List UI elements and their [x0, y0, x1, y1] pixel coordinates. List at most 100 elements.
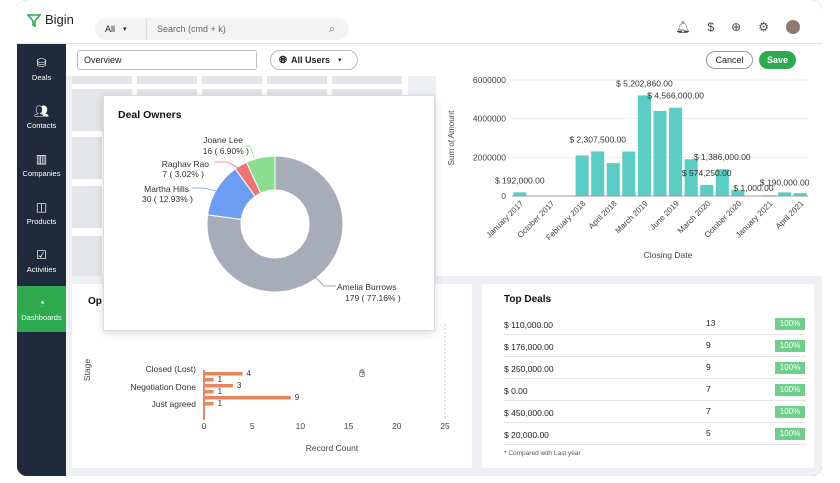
- search-bar[interactable]: All ▾ Search (cmd + k) ⌕: [95, 18, 349, 40]
- bar-value-label: 4: [247, 369, 252, 378]
- donut-label: 30 ( 12.93% ): [142, 194, 193, 204]
- amount-bar[interactable]: [653, 110, 667, 196]
- stage-bar[interactable]: [204, 402, 214, 406]
- table-row[interactable]: $ 20,000.00 5 100%: [504, 424, 806, 445]
- donut-label: Joane Lee: [203, 135, 243, 145]
- donut-slice[interactable]: [206, 155, 344, 293]
- category-label: Just agreed: [152, 399, 197, 409]
- table-row[interactable]: $ 450,000.00 7 100%: [504, 402, 806, 423]
- x-tick-label: 20: [392, 421, 402, 431]
- amount-chart: Sum of Amount 6000000 4000000 2000000 0 $ 192…: [447, 75, 810, 260]
- deal-pct-badge: 100%: [775, 428, 805, 440]
- plus-circle-icon[interactable]: ⊕: [731, 20, 742, 34]
- app-name: Bigin: [45, 12, 74, 27]
- y-tick-label: 4000000: [473, 114, 506, 124]
- x-tick-label: 10: [296, 421, 306, 431]
- deal-count: 5: [706, 428, 711, 438]
- amount-bar[interactable]: [591, 151, 605, 196]
- sidebar-item-dashboards[interactable]: ◔ Dashboards: [17, 286, 66, 332]
- donut-slice[interactable]: [245, 155, 276, 194]
- leader-line: [244, 145, 255, 159]
- deal-amount: $ 176,000.00: [504, 342, 554, 352]
- table-row[interactable]: $ 0.00 7 100%: [504, 380, 806, 401]
- amount-bar[interactable]: [622, 151, 636, 196]
- y-axis-label: Sum of Amount: [447, 110, 456, 165]
- amount-bar[interactable]: [684, 159, 698, 196]
- x-axis-label: Closing Date: [644, 250, 693, 260]
- sidebar-item-products[interactable]: ◫ Products: [17, 190, 66, 236]
- sidebar-item-contacts[interactable]: 👥︎ Contacts: [17, 94, 66, 140]
- sidebar-item-label: Deals: [31, 73, 52, 82]
- bar-value-label: $ 2,307,500.00: [569, 134, 626, 144]
- amount-bar[interactable]: [700, 184, 714, 196]
- avatar[interactable]: [786, 20, 800, 34]
- bar-value-label: $ 4,566,000.00: [647, 91, 704, 101]
- x-tick-label: April 2018: [587, 199, 619, 231]
- stage-bar[interactable]: [204, 396, 291, 400]
- deal-pct-badge: 100%: [775, 362, 805, 374]
- category-label: Negotiation Done: [130, 382, 196, 392]
- grid-cell: [137, 76, 197, 84]
- bar-value-label: 1: [218, 399, 223, 408]
- search-input[interactable]: Search (cmd + k): [157, 24, 226, 34]
- bar-value-label: 9: [295, 393, 300, 402]
- amount-bar[interactable]: [575, 155, 589, 196]
- amount-bar[interactable]: [637, 95, 651, 196]
- deal-amount: $ 0.00: [504, 386, 528, 396]
- stage-bar[interactable]: [204, 390, 214, 394]
- deal-count: 9: [706, 340, 711, 350]
- sidebar-item-companies[interactable]: ▥ Companies: [17, 142, 66, 188]
- top-bar: Bigin All ▾ Search (cmd + k) ⌕ 🔔︎ $ ⊕ ⚙: [17, 0, 822, 44]
- gear-icon[interactable]: ⚙: [758, 20, 769, 34]
- app-logo[interactable]: Bigin: [27, 12, 74, 27]
- grid-cell: [72, 236, 102, 276]
- stage-bar[interactable]: [204, 384, 233, 388]
- leader-line: [214, 161, 239, 169]
- amount-bar[interactable]: [731, 190, 745, 196]
- amount-bar[interactable]: [606, 163, 620, 196]
- amount-bar[interactable]: [793, 193, 807, 196]
- amount-bar[interactable]: [669, 107, 683, 196]
- x-axis-label: Record Count: [306, 443, 359, 453]
- deal-owners-popup: Deal Owners Joane Lee 16 ( 6.90% ) Raghav …: [103, 95, 435, 331]
- dashboards-icon: ◔: [37, 296, 46, 310]
- table-row[interactable]: $ 250,000.00 9 100%: [504, 358, 806, 379]
- amount-bar[interactable]: [778, 192, 792, 196]
- stage-bar[interactable]: [204, 372, 243, 376]
- bigin-logo-icon: [27, 13, 41, 27]
- stage-chart-plot: Stage Closed (Lost) Negotiation Done Just a…: [82, 324, 450, 453]
- x-tick-label: April 2021: [774, 199, 806, 231]
- donut-label: 179 ( 77.16% ): [345, 293, 401, 303]
- stage-bar[interactable]: [204, 378, 214, 382]
- sidebar-item-label: Products: [26, 217, 57, 226]
- contacts-icon: 👥︎: [33, 104, 50, 118]
- category-label: Closed (Lost): [145, 364, 196, 374]
- deals-icon: ⛁: [36, 56, 47, 70]
- amount-bar[interactable]: [715, 169, 729, 196]
- users-filter-dropdown[interactable]: 🌐︎ All Users ▾: [270, 50, 358, 70]
- sidebar-item-activities[interactable]: ☑ Activities: [17, 238, 66, 284]
- dashboard-name-input[interactable]: Overview: [77, 50, 257, 70]
- amount-bar[interactable]: [513, 192, 527, 196]
- donut-label: Amelia Burrows: [337, 282, 397, 292]
- cancel-button[interactable]: Cancel: [706, 51, 753, 69]
- search-scope-dropdown[interactable]: All ▾: [95, 18, 147, 40]
- dollar-refresh-icon[interactable]: $: [707, 20, 715, 34]
- bar-value-label: $ 574,250.00: [682, 168, 732, 178]
- bar-value-label: 1: [218, 387, 223, 396]
- bar-value-label: $ 1,386,000.00: [694, 152, 751, 162]
- table-row[interactable]: $ 110,000.00 13 100%: [504, 314, 806, 335]
- activities-icon: ☑: [36, 248, 47, 262]
- sidebar-item-deals[interactable]: ⛁ Deals: [17, 46, 66, 92]
- bell-icon[interactable]: 🔔︎: [675, 20, 691, 34]
- table-row[interactable]: $ 176,000.00 9 100%: [504, 336, 806, 357]
- deal-pct-badge: 100%: [775, 406, 805, 418]
- leader-line: [313, 275, 336, 287]
- donut-label: Raghav Rao: [162, 159, 210, 169]
- bar-value-label: 3: [237, 381, 242, 390]
- search-icon[interactable]: ⌕: [329, 23, 335, 35]
- globe-icon: 🌐︎: [279, 54, 287, 66]
- save-button[interactable]: Save: [759, 51, 796, 69]
